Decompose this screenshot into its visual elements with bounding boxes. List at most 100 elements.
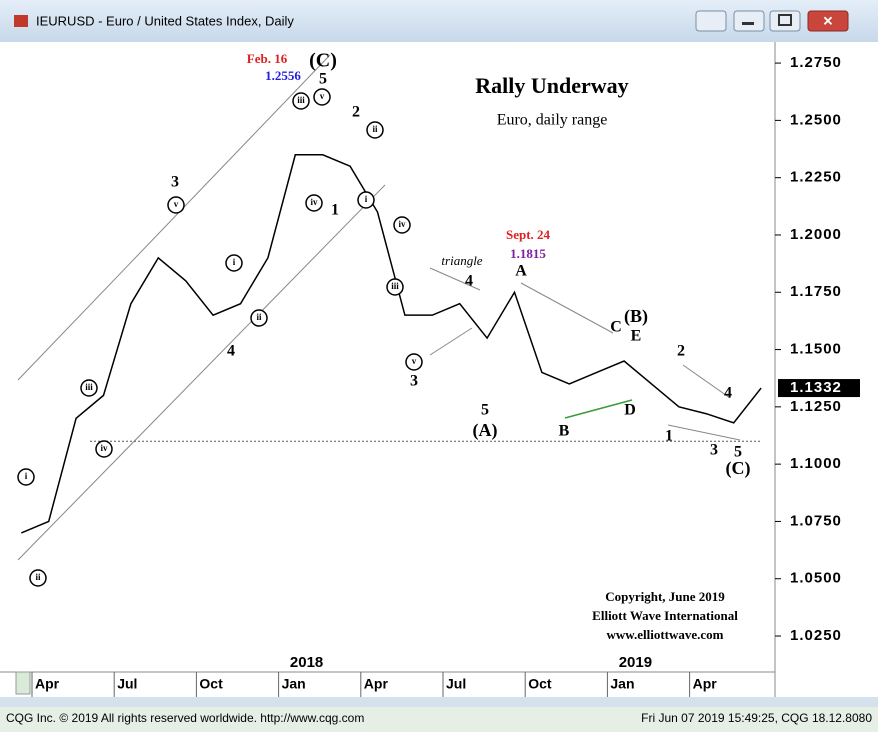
- wave-circle: [305, 194, 323, 212]
- y-tick-label: 1.0250: [790, 627, 842, 644]
- wave-label: 1: [665, 428, 673, 445]
- wave-label: triangle: [441, 253, 482, 268]
- x-tick-label: Oct: [199, 676, 223, 692]
- pin-button[interactable]: [695, 10, 727, 32]
- close-button[interactable]: [807, 10, 849, 32]
- wave-circle: [386, 278, 404, 296]
- wave-circle: [393, 216, 411, 234]
- wave-label: 2: [677, 343, 685, 360]
- wave-label: iv: [100, 443, 108, 453]
- triangle-top: [429, 267, 481, 291]
- wave-circle: [17, 468, 35, 486]
- copyright: Copyright, June 2019: [605, 589, 725, 604]
- maximize-icon: [778, 14, 792, 26]
- wave-label: i: [25, 471, 28, 481]
- y-tick-label: 1.1750: [790, 283, 842, 300]
- wave-label: 1: [331, 202, 339, 219]
- wave-label: v: [412, 356, 417, 366]
- scroll-box[interactable]: [15, 671, 31, 695]
- wave-label: 5: [481, 402, 489, 419]
- y-tick-label: 1.1250: [790, 398, 842, 415]
- wave-label: D: [624, 402, 636, 419]
- minimize-button[interactable]: [733, 10, 765, 32]
- last-price-box: [778, 379, 860, 398]
- wave-label: (A): [473, 420, 498, 441]
- wave-label: i: [233, 257, 236, 267]
- wave-label: iv: [398, 219, 406, 229]
- wave-label: 4: [227, 343, 235, 360]
- wave-label: Sept. 24: [506, 227, 551, 242]
- wave-label: 3: [410, 373, 418, 390]
- channel-upper: [17, 54, 331, 381]
- wave-label: ii: [35, 572, 41, 582]
- y-tick-label: 1.2000: [790, 226, 842, 243]
- x-tick-label: Jan: [282, 676, 306, 692]
- wave-label: ii: [372, 124, 378, 134]
- channel-lower: [17, 184, 386, 561]
- wave-label: B: [559, 423, 570, 440]
- window-title: IEURUSD - Euro / United States Index, Da…: [36, 13, 294, 28]
- status-bar: [0, 707, 878, 732]
- wave-label: (C): [309, 50, 337, 72]
- wave-circle: [225, 254, 243, 272]
- wave-circle: [366, 121, 384, 139]
- x-tick-label: Apr: [35, 676, 60, 692]
- price-line: [21, 154, 762, 534]
- wave-label: (C): [726, 458, 751, 479]
- wave-label: 1.1815: [510, 246, 546, 261]
- y-tick-label: 1.2750: [790, 54, 842, 71]
- wave-label: 3: [710, 442, 718, 459]
- wave-label: 3: [171, 174, 179, 191]
- wave-label: E: [631, 328, 642, 345]
- status-left: CQG Inc. © 2019 All rights reserved worl…: [6, 711, 364, 725]
- close-icon: ✕: [823, 13, 834, 28]
- wave-label: 1.2556: [265, 68, 301, 83]
- wave-circle: [357, 191, 375, 209]
- wave-label: ii: [256, 312, 262, 322]
- wave-label: v: [320, 91, 325, 101]
- wave-label: v: [174, 199, 179, 209]
- wave-label: 5: [734, 444, 742, 461]
- wave-label: 2: [352, 104, 360, 121]
- chart-title: Rally Underway: [475, 73, 628, 98]
- title-bar: [0, 0, 878, 42]
- wave-circle: [250, 309, 268, 327]
- x-tick-label: Jan: [610, 676, 634, 692]
- chart-area: [0, 42, 878, 697]
- y-tick-label: 1.0750: [790, 512, 842, 529]
- trend-b-d: [564, 399, 633, 419]
- wave-circle: [405, 353, 423, 371]
- x-tick-label: Jul: [117, 676, 137, 692]
- wave-label: 4: [724, 385, 732, 402]
- y-tick-label: 1.2500: [790, 111, 842, 128]
- wave-label: 5: [319, 71, 327, 88]
- wave-label: 4: [465, 273, 473, 290]
- wave-label: iii: [391, 281, 399, 291]
- trend-a-c: [520, 282, 614, 334]
- x-tick-label: Oct: [528, 676, 552, 692]
- wave-label: C: [610, 319, 622, 336]
- trend-2-4: [682, 364, 731, 399]
- wave-label: iii: [297, 95, 305, 105]
- wave-circle: [29, 569, 47, 587]
- y-tick-label: 1.1500: [790, 341, 842, 358]
- wave-label: A: [515, 263, 527, 280]
- wave-label: iii: [85, 382, 93, 392]
- copyright: www.elliottwave.com: [607, 627, 724, 642]
- status-right: Fri Jun 07 2019 15:49:25, CQG 18.12.8080: [641, 711, 872, 725]
- trend-1-5: [667, 424, 741, 441]
- y-tick-label: 1.2250: [790, 169, 842, 186]
- wave-circle: [80, 379, 98, 397]
- app-icon: [14, 15, 28, 27]
- wave-circle: [313, 88, 331, 106]
- wave-circle: [292, 92, 310, 110]
- maximize-button[interactable]: [769, 10, 801, 32]
- wave-circle: [95, 440, 113, 458]
- chart-subtitle: Euro, daily range: [497, 112, 608, 129]
- last-price-label: 1.1332: [790, 379, 842, 396]
- x-tick-label: Jul: [446, 676, 466, 692]
- wave-label: i: [365, 194, 368, 204]
- x-tick-label: Apr: [693, 676, 718, 692]
- copyright: Elliott Wave International: [592, 608, 738, 623]
